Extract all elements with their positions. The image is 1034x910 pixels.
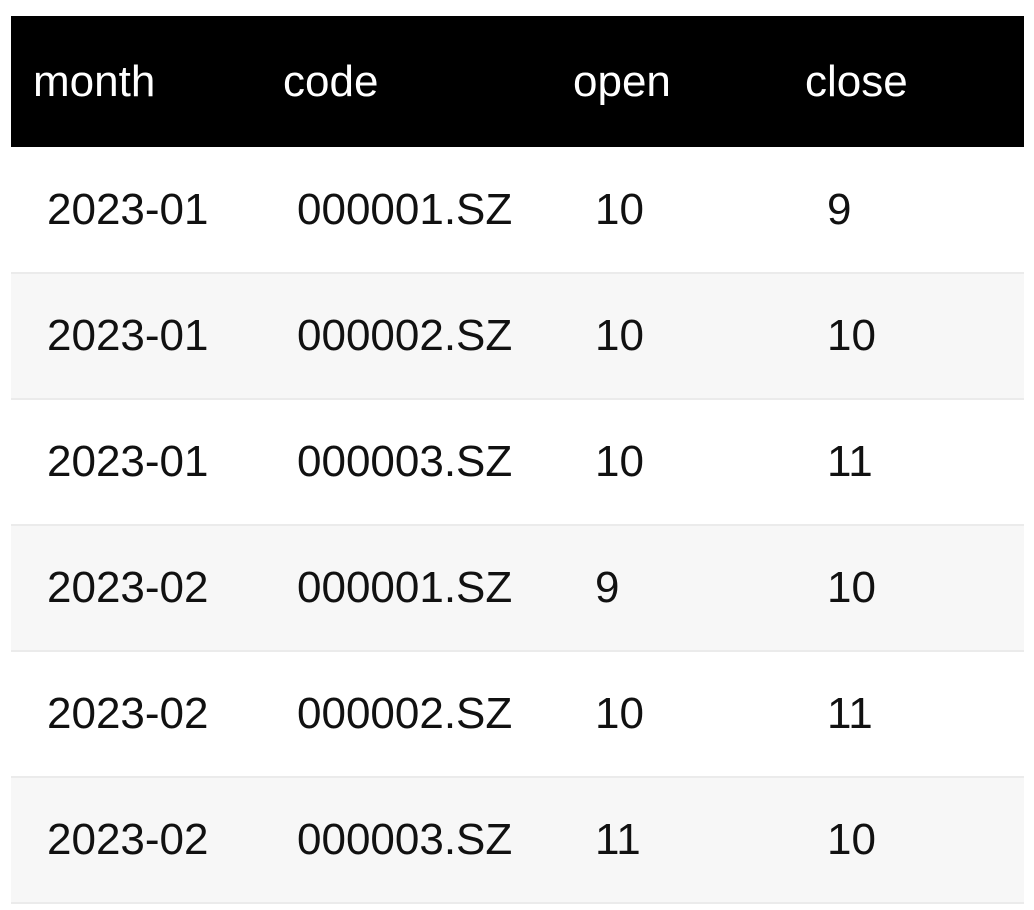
cell-code: 000002.SZ (297, 689, 513, 738)
cell-code: 000003.SZ (297, 815, 513, 864)
column-header-month: month (33, 56, 156, 106)
data-table-container: month code open close 2023-01 000001.SZ … (11, 16, 1024, 904)
table-row: 2023-01 000002.SZ 10 10 (11, 273, 1024, 399)
table-body: 2023-01 000001.SZ 10 9 2023-01 000002.SZ… (11, 147, 1024, 903)
cell-code: 000003.SZ (297, 437, 513, 486)
cell-month: 2023-01 (47, 437, 209, 486)
column-header-close: close (805, 56, 908, 106)
cell-open: 9 (595, 563, 620, 612)
column-header-open: open (573, 56, 671, 106)
data-table: month code open close 2023-01 000001.SZ … (11, 16, 1024, 904)
table-row: 2023-02 000001.SZ 9 10 (11, 525, 1024, 651)
cell-month: 2023-01 (47, 184, 209, 234)
table-row: 2023-02 000002.SZ 10 11 (11, 651, 1024, 777)
cell-code: 000001.SZ (297, 184, 513, 234)
cell-code: 000001.SZ (297, 563, 513, 612)
cell-close: 10 (827, 815, 876, 864)
cell-month: 2023-02 (47, 563, 209, 612)
table-row: 2023-02 000003.SZ 11 10 (11, 777, 1024, 903)
table-row: 2023-01 000001.SZ 10 9 (11, 147, 1024, 273)
cell-open: 10 (595, 311, 644, 360)
cell-close: 10 (827, 311, 876, 360)
cell-open: 10 (595, 184, 644, 234)
cell-close: 9 (827, 184, 852, 234)
cell-code: 000002.SZ (297, 311, 513, 360)
cell-open: 10 (595, 437, 644, 486)
cell-open: 10 (595, 689, 644, 738)
header-row: month code open close (11, 16, 1024, 147)
cell-close: 11 (827, 437, 873, 486)
cell-close: 11 (827, 689, 873, 738)
table-header: month code open close (11, 16, 1024, 147)
column-header-code: code (283, 56, 379, 106)
cell-month: 2023-01 (47, 311, 209, 360)
cell-month: 2023-02 (47, 815, 209, 864)
cell-close: 10 (827, 563, 876, 612)
table-row: 2023-01 000003.SZ 10 11 (11, 399, 1024, 525)
cell-open: 11 (595, 815, 641, 864)
cell-month: 2023-02 (47, 689, 209, 738)
